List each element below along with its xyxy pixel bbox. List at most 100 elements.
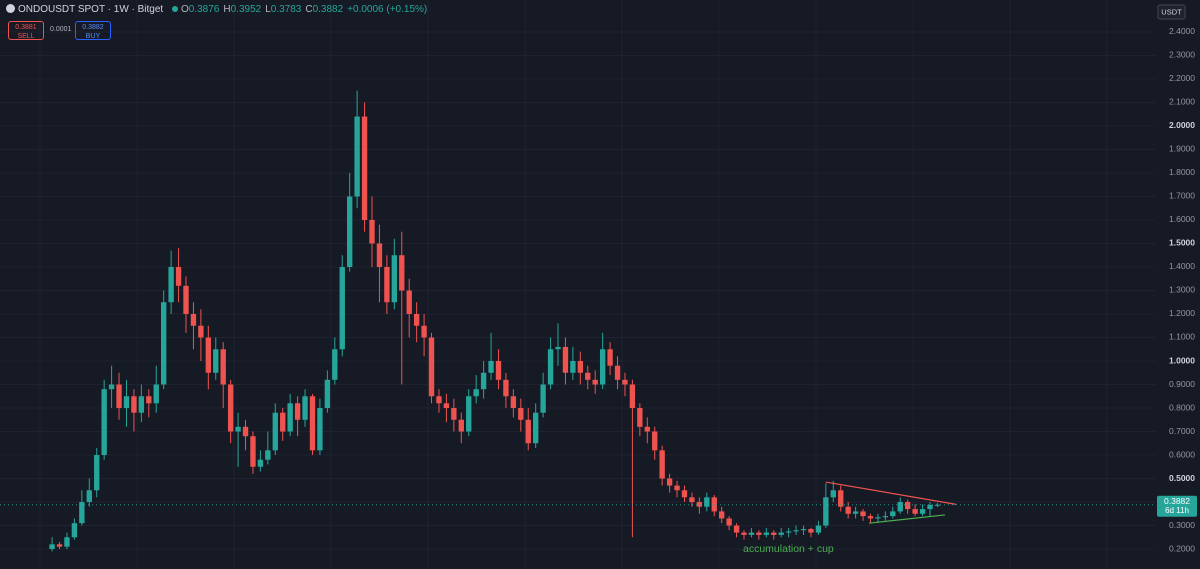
y-tick-label: 0.2000: [1169, 543, 1195, 553]
candle-body: [309, 396, 316, 451]
y-tick-label: 1.3000: [1169, 285, 1195, 295]
candle-body: [257, 459, 264, 467]
y-tick-label: 0.9000: [1169, 379, 1195, 389]
candle-body: [376, 243, 383, 267]
candle-body: [808, 529, 814, 533]
candle-body: [242, 426, 249, 437]
low-label: L: [265, 4, 271, 15]
candle-body: [927, 504, 933, 510]
candle-body: [324, 379, 331, 409]
candle-body: [86, 490, 92, 503]
currency-button[interactable]: [1157, 4, 1186, 20]
candle-body: [592, 379, 598, 385]
candle-body: [272, 412, 278, 451]
candle-body: [71, 523, 78, 538]
candle-body: [555, 346, 561, 350]
candle-body: [451, 408, 457, 420]
candle-body: [741, 532, 747, 535]
candle-body: [361, 116, 368, 220]
price-axis: [1155, 0, 1200, 569]
y-tick-label: 2.3000: [1169, 50, 1195, 60]
candle-body: [629, 384, 636, 409]
y-tick-label: 1.6000: [1169, 214, 1195, 224]
candle-body: [332, 349, 338, 380]
y-tick-label: 1.2000: [1169, 308, 1195, 318]
symbol-icon: [6, 4, 15, 13]
candle-body: [466, 396, 472, 432]
candle-body: [652, 431, 658, 451]
candle-body: [570, 361, 576, 373]
y-tick-label: 0.7000: [1169, 426, 1195, 436]
candle-body: [406, 290, 412, 314]
candle-body: [220, 349, 226, 385]
candle-body: [94, 455, 100, 491]
candle-body: [302, 396, 308, 420]
y-tick-label: 1.1000: [1169, 332, 1195, 342]
y-tick-label: 1.0000: [1169, 355, 1195, 365]
buy-button[interactable]: 0.3882 BUY: [75, 21, 111, 40]
candle-body: [161, 302, 167, 385]
annotation: accumulation + cup: [743, 543, 834, 555]
candle-body: [919, 509, 926, 514]
currency-label: USDT: [1161, 7, 1182, 16]
candle-body: [838, 490, 844, 507]
candle-body: [607, 349, 613, 366]
last-price-value: 0.3882: [1164, 496, 1190, 506]
candle-body: [800, 529, 807, 531]
candle-body: [116, 384, 122, 409]
y-tick-label: 2.1000: [1169, 97, 1195, 107]
candle-body: [912, 509, 918, 514]
candle-body: [213, 349, 219, 373]
candle-body: [934, 504, 941, 506]
candle-body: [138, 396, 145, 413]
close-label: C: [305, 4, 313, 15]
candle-body: [458, 419, 464, 432]
candle-body: [681, 490, 688, 498]
last-price-tag: [1157, 495, 1197, 517]
sell-button[interactable]: 0.3881 SELL: [8, 21, 44, 40]
candle-body: [771, 532, 777, 535]
candle-body: [369, 219, 375, 244]
buy-label: BUY: [85, 33, 101, 40]
candle-body: [101, 389, 107, 456]
candle-body: [294, 403, 301, 420]
candle-body: [644, 426, 650, 432]
candle-body: [339, 266, 345, 350]
candle-body: [830, 490, 836, 498]
candle-body: [56, 544, 63, 547]
candle-body: [696, 502, 703, 507]
sell-price: 0.3881: [15, 24, 37, 31]
candle-body: [733, 525, 740, 533]
candle-body: [153, 384, 159, 404]
candle-body: [443, 403, 450, 409]
y-tick-label: 0.5000: [1169, 473, 1195, 483]
candle-body: [882, 516, 889, 518]
symbol-title[interactable]: ONDOUSDT SPOT · 1W · Bitget: [18, 4, 164, 15]
candle-body: [726, 518, 732, 526]
candle-body: [317, 408, 323, 451]
candle-body: [250, 436, 256, 467]
candle-body: [503, 379, 509, 397]
candle-body: [205, 337, 212, 373]
candle-body: [64, 537, 70, 547]
candle-body: [198, 325, 204, 338]
sell-label: SELL: [17, 33, 35, 40]
candle-body: [659, 450, 665, 479]
y-tick-label: 1.7000: [1169, 191, 1195, 201]
candle-body: [175, 266, 182, 286]
candle-body: [622, 379, 628, 385]
candle-body: [473, 389, 479, 397]
candle-body: [689, 497, 695, 503]
candle-body: [480, 372, 487, 390]
candle-body: [719, 511, 725, 519]
y-tick-label: 2.2000: [1169, 73, 1195, 83]
header: ONDOUSDT SPOT · 1W · Bitget O0.3876 H0.39…: [6, 4, 431, 15]
candle-body: [354, 116, 360, 197]
candle-body: [510, 396, 517, 409]
spread: 0.0001: [50, 26, 72, 33]
candle-body: [540, 384, 546, 413]
trend-line: [868, 514, 945, 524]
candle-body: [495, 361, 502, 380]
candle-body: [146, 396, 152, 404]
